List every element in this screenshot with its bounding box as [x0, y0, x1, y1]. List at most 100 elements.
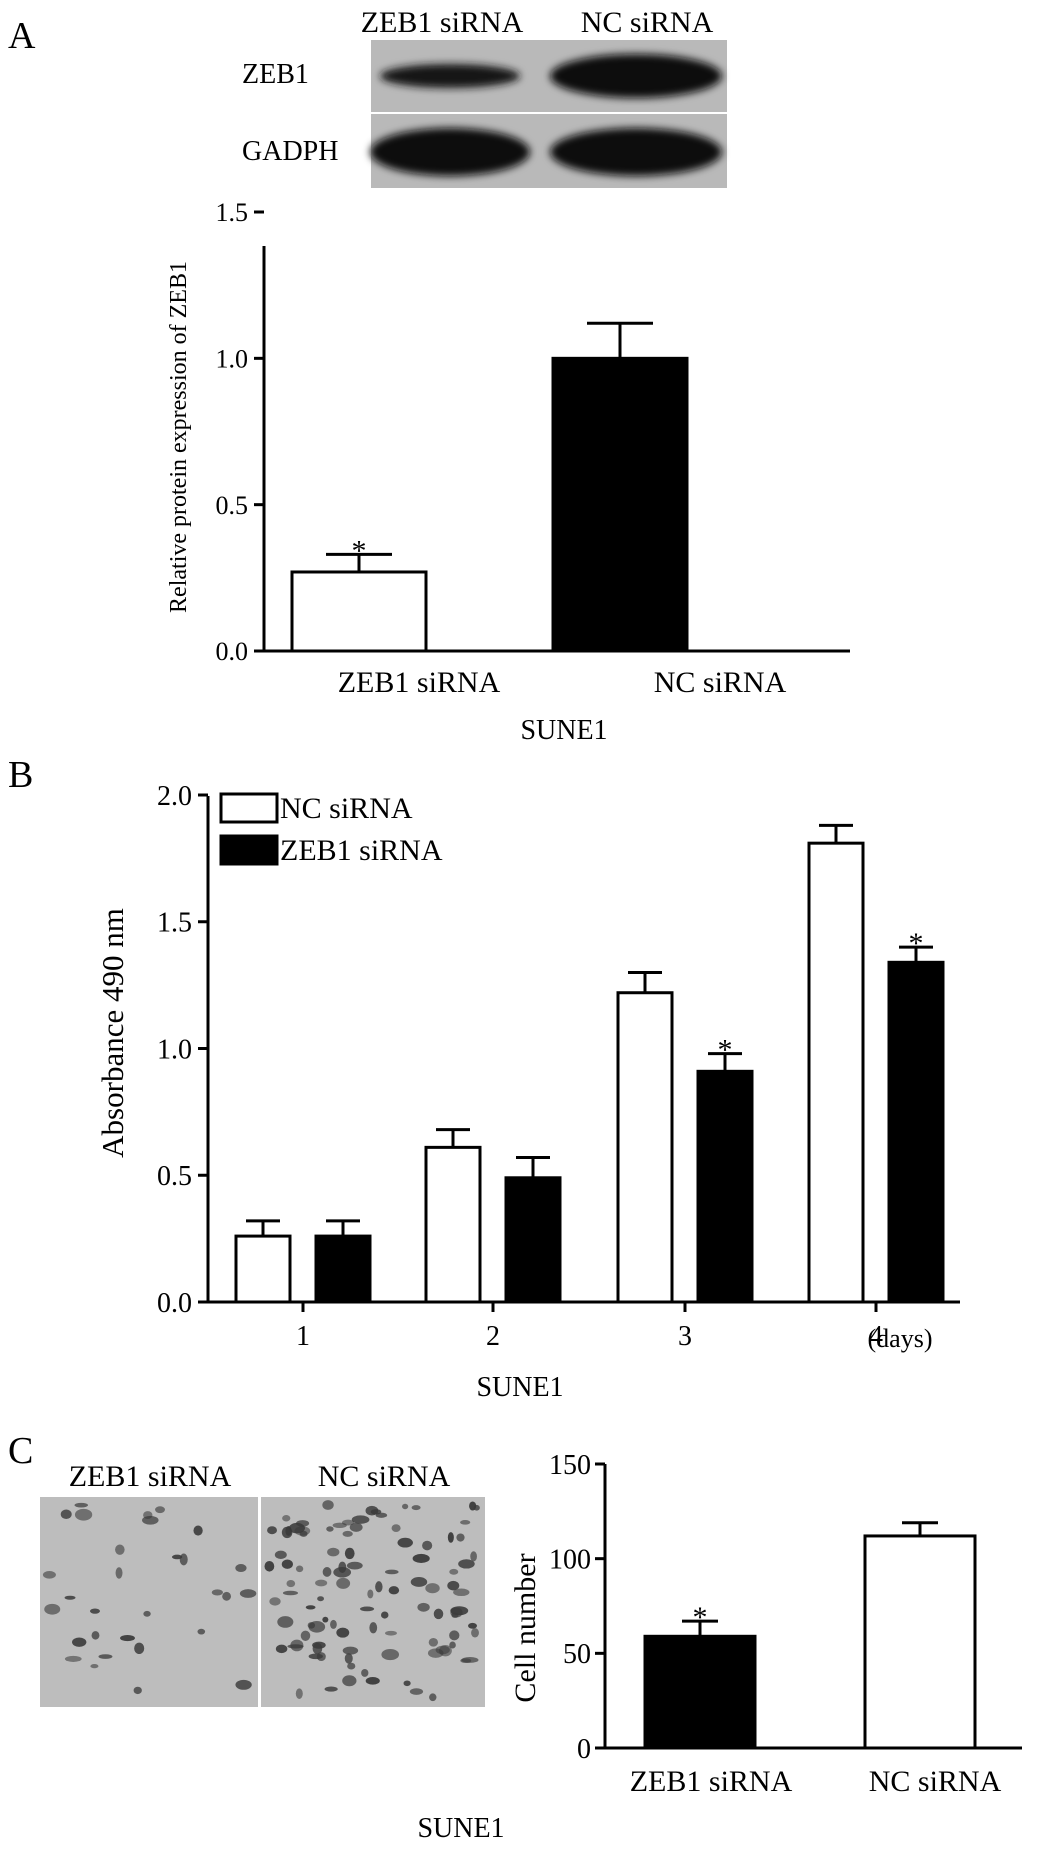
chart-a-yticks: 0.0 0.5 1.0 1.5 [216, 198, 264, 666]
cell-blob [336, 1627, 350, 1638]
y-tick-label: 1.0 [216, 344, 249, 373]
cell-blob [381, 1648, 400, 1661]
y-tick-label: 0.0 [157, 1288, 192, 1319]
cell-blob [469, 1501, 477, 1511]
chart-b-s1-0-bar [314, 1234, 372, 1304]
blot-band-gadph-lane2 [550, 128, 722, 176]
cell-blob [300, 1630, 311, 1641]
cell-blob [402, 1503, 409, 1510]
chart-a-bars: * [290, 321, 689, 653]
cell-blob [429, 1693, 437, 1702]
cell-blob [74, 1502, 88, 1508]
cell-blob [342, 1646, 359, 1655]
legend-label-nc-sirna: NC siRNA [280, 792, 413, 825]
cell-blob [361, 1668, 369, 1677]
cell-blob [235, 1679, 252, 1690]
cell-blob [330, 1619, 337, 1629]
blot-band-gadph-lane1 [370, 128, 530, 176]
panel-c-letter: C [8, 1430, 33, 1472]
cell-blob [307, 1622, 316, 1629]
transwell-images: ZEB1 siRNA NC siRNA [40, 1460, 485, 1707]
cell-blob [64, 1655, 82, 1662]
cell-blob [286, 1579, 296, 1588]
cell-blob [324, 1686, 338, 1692]
chart-c-0-bar [643, 1634, 757, 1750]
y-tick-label: 2.0 [157, 781, 192, 812]
chart-a-ylabel: Relative protein expression of ZEB1 [166, 261, 192, 613]
chart-b-s0-1-bar [424, 1145, 482, 1304]
cell-blob [471, 1628, 479, 1638]
cell-blob [322, 1500, 334, 1510]
y-tick-label: 1.5 [157, 908, 192, 939]
chart-b-s0-0-bar [234, 1234, 292, 1304]
chart-c: Cell number 0 50 100 150 * ZEB1 siRNA NC si… [417, 1450, 1022, 1844]
y-tick-label: 50 [563, 1639, 591, 1670]
cell-blob [171, 1554, 183, 1560]
cell-blob [277, 1616, 294, 1628]
cell-blob [327, 1547, 340, 1557]
cell-blob [351, 1515, 370, 1524]
cell-blob [90, 1608, 100, 1614]
chart-b-ylabel: Absorbance 490 nm [95, 908, 130, 1158]
cell-blob [326, 1526, 334, 1532]
cell-blob [349, 1522, 363, 1532]
x-tick-label: 2 [486, 1321, 500, 1352]
chart-b-legend: NC siRNA ZEB1 siRNA [219, 792, 443, 867]
cell-blob [64, 1595, 76, 1600]
cell-blob [281, 1559, 293, 1569]
cell-blob [332, 1522, 347, 1529]
cell-blob [458, 1559, 475, 1569]
chart-b-x-unit: (days) [868, 1324, 933, 1353]
micrograph-zeb1-sirna [40, 1497, 258, 1707]
cell-blob [409, 1688, 424, 1695]
image-label-zeb1-sirna: ZEB1 siRNA [69, 1460, 232, 1493]
cell-blob [447, 1532, 454, 1543]
cell-blob [239, 1589, 257, 1598]
cell-blob [143, 1610, 151, 1617]
cell-blob [468, 1622, 478, 1629]
cell-blob [120, 1634, 135, 1642]
cell-blob [422, 1540, 433, 1551]
cell-blob [397, 1537, 413, 1548]
cell-blob [115, 1567, 123, 1579]
y-tick-label: 0.5 [216, 491, 249, 520]
cell-blob [312, 1641, 326, 1649]
y-tick-label: 1.0 [157, 1034, 192, 1065]
cell-blob [365, 1505, 379, 1516]
y-tick-label: 0.5 [157, 1161, 192, 1192]
panel-a: A ZEB1 siRNA NC siRNA ZEB1 GADPH Relativ… [8, 6, 850, 746]
cell-blob [359, 1606, 375, 1612]
cell-blob [425, 1583, 440, 1594]
cell-blob [264, 1560, 275, 1572]
cell-blob [275, 1644, 288, 1654]
cell-blob [336, 1577, 351, 1589]
cells-nc-sirna [264, 1500, 480, 1702]
cell-blob [295, 1688, 303, 1699]
blot-row-label-zeb1: ZEB1 [242, 59, 309, 90]
cells-zeb1-sirna [42, 1502, 257, 1695]
chart-b-s0-2-bar [616, 991, 674, 1304]
cell-blob [375, 1581, 383, 1593]
chart-c-0-significance: * [693, 1601, 708, 1634]
cell-blob [308, 1653, 323, 1660]
y-tick-label: 0 [577, 1734, 591, 1765]
legend-swatch-zeb1-sirna [219, 834, 279, 866]
y-tick-label: 100 [549, 1544, 591, 1575]
panel-c: C ZEB1 siRNA NC siRNA Cell number 0 50 100… [8, 1430, 1022, 1844]
chart-c-yticks: 0 50 100 150 [549, 1450, 605, 1765]
chart-b-s1-2-bar [696, 1069, 754, 1304]
x-tick-label: 3 [678, 1321, 692, 1352]
cell-blob [461, 1657, 479, 1663]
cell-blob [72, 1637, 87, 1647]
cell-blob [322, 1616, 329, 1623]
chart-b-s1-3-significance: * [909, 927, 924, 960]
chart-b-s0-3-bar [807, 841, 865, 1304]
cell-blob [342, 1530, 353, 1537]
cell-blob [344, 1547, 355, 1560]
cell-blob [384, 1569, 399, 1575]
cell-blob [317, 1596, 324, 1602]
cell-blob [433, 1608, 444, 1620]
y-tick-label: 1.5 [216, 198, 249, 227]
cell-blob [74, 1508, 93, 1521]
